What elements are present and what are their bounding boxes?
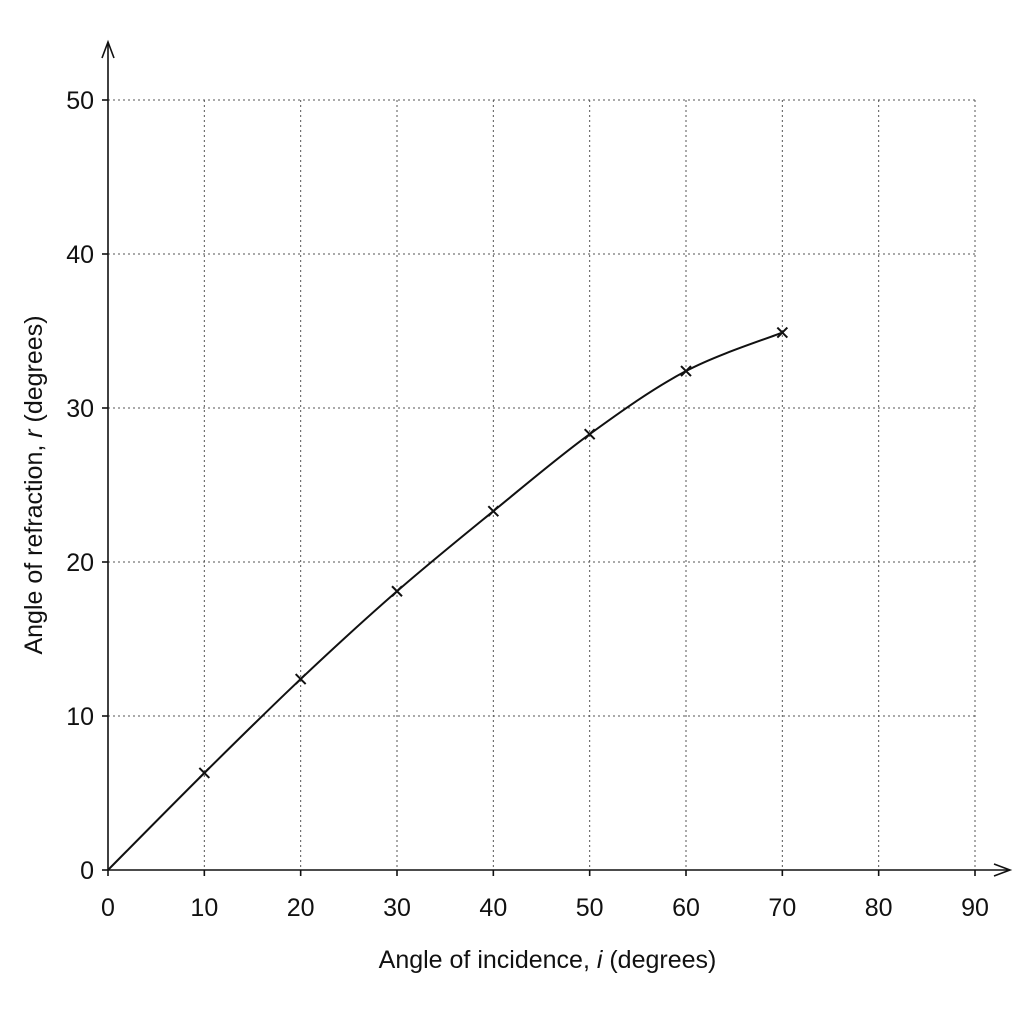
- marker-stroke-b: [294, 673, 307, 685]
- x-tick-label-90: 90: [961, 894, 989, 922]
- marker-stroke-b: [583, 428, 596, 440]
- x-tick-label-10: 10: [190, 894, 218, 922]
- data-point-marker-6: [776, 326, 789, 339]
- marker-stroke-b: [198, 767, 211, 779]
- x-tick-label-0: 0: [101, 894, 115, 922]
- marker-stroke-b: [487, 505, 500, 517]
- data-point-marker-2: [391, 585, 403, 597]
- y-tick-label-40: 40: [66, 241, 94, 269]
- data-point-marker-4: [583, 428, 596, 440]
- data-point-marker-3: [487, 505, 500, 517]
- grid-lines: [108, 99, 976, 870]
- x-tick-label-60: 60: [672, 894, 700, 922]
- y-axis-arrow: [101, 39, 115, 59]
- x-axis-arrow: [993, 863, 1013, 877]
- data-point-marker-1: [294, 673, 307, 685]
- y-tick-label-50: 50: [66, 87, 94, 115]
- x-tick-label-70: 70: [768, 894, 796, 922]
- y-tick-label-0: 0: [80, 857, 94, 885]
- series-0-curve: [107, 331, 783, 871]
- data-point-marker-5: [680, 365, 692, 377]
- x-tick-label-50: 50: [576, 894, 604, 922]
- y-tick-label-20: 20: [66, 549, 94, 577]
- y-tick-label-10: 10: [66, 703, 94, 731]
- marker-stroke-b: [391, 585, 403, 597]
- data-point-marker-0: [198, 767, 211, 779]
- y-axis-label: Angle of refraction, r (degrees): [20, 315, 48, 654]
- x-tick-label-30: 30: [383, 894, 411, 922]
- marker-stroke-b: [776, 326, 789, 339]
- x-tick-label-80: 80: [865, 894, 893, 922]
- x-tick-label-20: 20: [287, 894, 315, 922]
- tick-labels: 0 10 20 30 40 50 60 70 80 90 0 10 20 30 40 50: [66, 87, 989, 922]
- x-axis-label: Angle of incidence, i (degrees): [379, 946, 717, 974]
- y-tick-label-30: 30: [66, 395, 94, 423]
- x-tick-label-40: 40: [479, 894, 507, 922]
- axes: [101, 39, 1013, 877]
- marker-stroke-b: [680, 365, 692, 377]
- data-series: [107, 326, 789, 871]
